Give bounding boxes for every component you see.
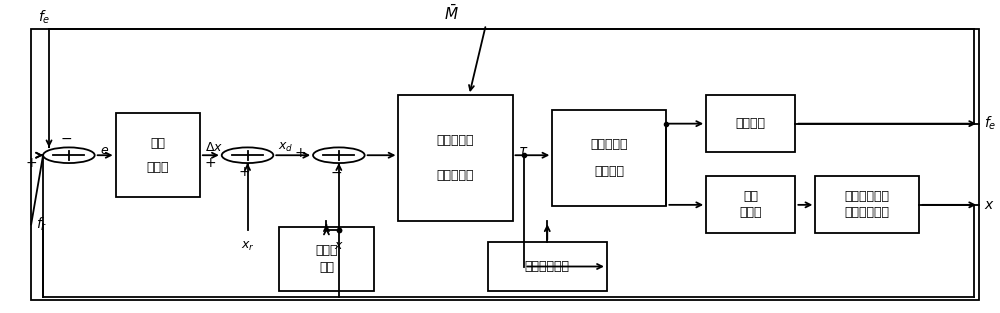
Circle shape xyxy=(313,147,365,163)
Circle shape xyxy=(222,147,273,163)
Text: +: + xyxy=(294,146,306,160)
Text: 时延估计技术: 时延估计技术 xyxy=(525,260,570,273)
Text: 夹持机构: 夹持机构 xyxy=(594,165,624,178)
Text: $\bar{M}$: $\bar{M}$ xyxy=(444,4,459,23)
Text: $\tau$: $\tau$ xyxy=(518,144,528,158)
Text: $\Delta x$: $\Delta x$ xyxy=(205,141,223,154)
Text: $e$: $e$ xyxy=(100,144,109,157)
Text: 指的位置转换: 指的位置转换 xyxy=(845,206,890,219)
Text: $f_r$: $f_r$ xyxy=(36,216,48,233)
Text: $x$: $x$ xyxy=(334,239,344,253)
Text: −: − xyxy=(60,132,72,146)
Text: $f_e$: $f_e$ xyxy=(38,8,50,26)
Text: $x_d$: $x_d$ xyxy=(278,141,294,154)
Text: 绝对: 绝对 xyxy=(743,190,758,203)
Circle shape xyxy=(43,147,95,163)
Text: 编码器: 编码器 xyxy=(739,206,762,219)
Bar xyxy=(552,110,666,206)
Bar xyxy=(398,95,513,221)
Text: +: + xyxy=(239,166,250,179)
Bar xyxy=(279,228,374,290)
Text: +: + xyxy=(25,156,37,170)
Text: 自适应: 自适应 xyxy=(315,244,338,257)
Text: 并联机器人: 并联机器人 xyxy=(591,138,628,151)
Bar xyxy=(706,95,795,152)
Bar xyxy=(815,176,919,233)
Text: $x_r$: $x_r$ xyxy=(241,239,254,253)
Bar xyxy=(116,113,200,197)
Bar xyxy=(706,176,795,233)
Text: −: − xyxy=(330,166,342,179)
Text: +: + xyxy=(204,156,216,170)
Text: 电机与末端手: 电机与末端手 xyxy=(845,190,890,203)
Text: 控制器: 控制器 xyxy=(146,161,169,173)
Text: 自适应光滑: 自适应光滑 xyxy=(437,134,474,147)
Text: 力传感器: 力传感器 xyxy=(736,117,766,130)
Bar xyxy=(488,243,607,290)
Text: $f_e$: $f_e$ xyxy=(984,115,996,132)
Text: 规则: 规则 xyxy=(319,261,334,274)
Text: $x$: $x$ xyxy=(984,198,995,212)
Text: 滑模控制器: 滑模控制器 xyxy=(437,169,474,182)
Text: 阻抗: 阻抗 xyxy=(150,137,165,150)
